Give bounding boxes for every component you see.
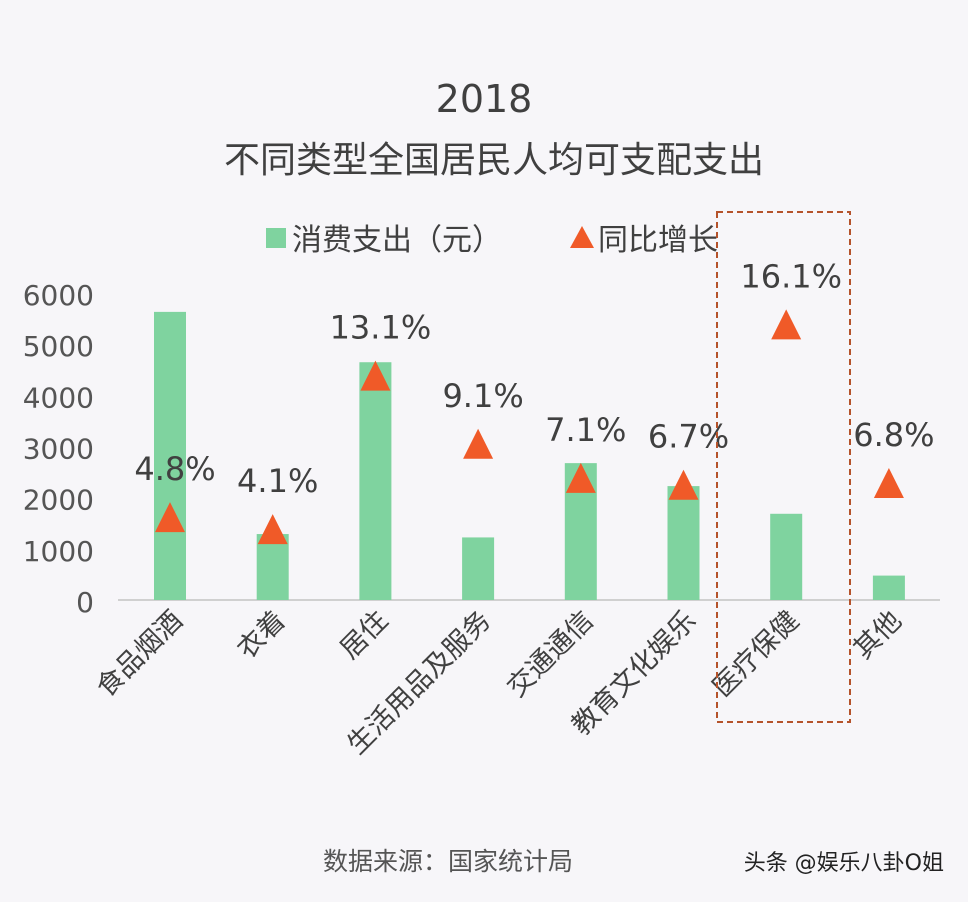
growth-label: 4.8% bbox=[134, 450, 215, 488]
legend-marker-label: 同比增长 bbox=[598, 223, 718, 258]
growth-triangle bbox=[155, 502, 185, 533]
bar-教育文化娱乐 bbox=[667, 486, 700, 600]
legend: 消费支出（元） 同比增长 bbox=[266, 223, 718, 258]
legend-triangle-icon bbox=[570, 226, 594, 248]
y-tick-label: 0 bbox=[76, 586, 94, 619]
y-tick-label: 2000 bbox=[23, 484, 94, 517]
y-tick-label: 3000 bbox=[23, 433, 94, 466]
y-tick-label: 4000 bbox=[23, 381, 94, 414]
growth-triangle bbox=[257, 514, 288, 545]
bars bbox=[154, 311, 905, 600]
growth-label: 16.1% bbox=[740, 257, 842, 295]
chart-subtitle: 不同类型全国居民人均可支配支出 bbox=[224, 140, 764, 181]
growth-triangle bbox=[668, 469, 699, 500]
growth-label: 7.1% bbox=[545, 411, 626, 449]
bar-衣着 bbox=[256, 534, 289, 600]
credit-watermark: 头条 @娱乐八卦O姐 bbox=[744, 851, 944, 876]
growth-label: 4.1% bbox=[237, 462, 318, 500]
bar-医疗保健 bbox=[770, 513, 803, 600]
y-tick-label: 6000 bbox=[23, 279, 94, 312]
growth-triangle bbox=[565, 462, 596, 493]
bar-食品烟酒 bbox=[154, 311, 186, 600]
x-tick-label: 交通通信 bbox=[501, 605, 599, 703]
growth-triangle bbox=[360, 360, 391, 391]
legend-bar-swatch bbox=[266, 228, 286, 248]
growth-markers: 4.8% 4.1% 13.1% 9.1% 7.1% 6.7% 16.1% 6.8% bbox=[134, 257, 935, 545]
growth-label: 13.1% bbox=[330, 309, 432, 347]
y-axis: 0 1000 2000 3000 4000 5000 6000 bbox=[23, 279, 94, 619]
y-tick-label: 5000 bbox=[23, 330, 94, 363]
growth-label: 9.1% bbox=[442, 377, 523, 415]
source-note: 数据来源：国家统计局 bbox=[323, 847, 573, 876]
x-tick-label: 食品烟酒 bbox=[91, 605, 189, 703]
x-tick-label: 其他 bbox=[848, 605, 908, 665]
highlight-box bbox=[716, 211, 851, 723]
growth-label: 6.8% bbox=[853, 416, 934, 454]
x-tick-label: 居住 bbox=[334, 605, 394, 665]
growth-label: 6.7% bbox=[648, 418, 729, 456]
bar-居住 bbox=[359, 362, 392, 600]
chart-title: 2018 bbox=[436, 77, 533, 121]
bar-生活用品及服务 bbox=[462, 537, 495, 600]
y-tick-label: 1000 bbox=[23, 535, 94, 568]
legend-bar-label: 消费支出（元） bbox=[292, 223, 502, 258]
x-tick-label: 医疗保健 bbox=[707, 605, 805, 703]
x-tick-label: 衣着 bbox=[232, 605, 292, 665]
growth-triangle bbox=[873, 468, 904, 499]
growth-triangle bbox=[771, 309, 802, 340]
bar-其他 bbox=[872, 575, 905, 600]
growth-triangle bbox=[463, 428, 494, 459]
